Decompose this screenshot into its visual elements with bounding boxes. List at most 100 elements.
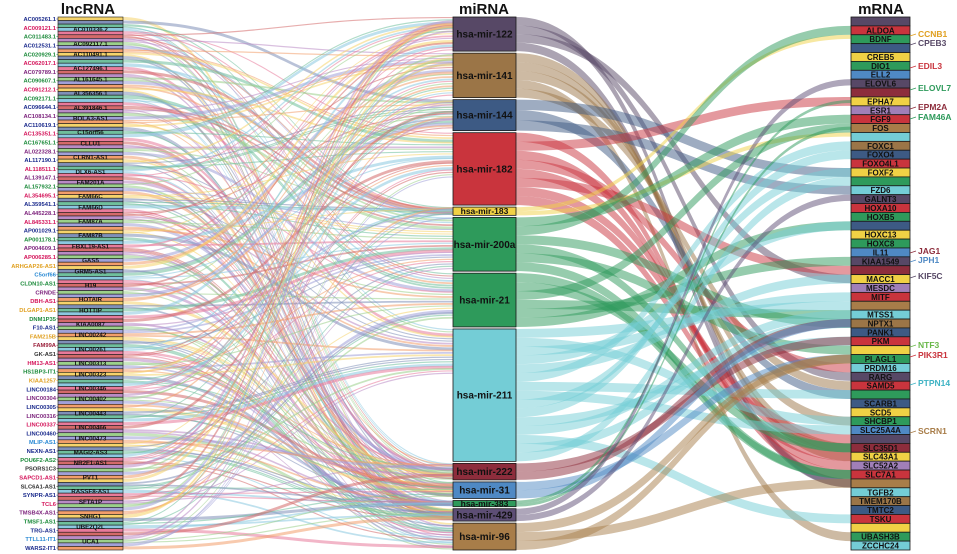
lnc-mir-link (123, 336, 453, 476)
lnc-mir-link (123, 207, 453, 513)
mir-mrna-link (516, 253, 851, 355)
lncrna-box-label: HOTTIP (79, 307, 102, 314)
lnc-mir-link (123, 151, 453, 168)
lnc-mir-link (123, 120, 453, 276)
lnc-mir-link (123, 305, 453, 366)
lncrna-node (57, 404, 124, 409)
mir-mrna-link (516, 196, 851, 462)
lncrna-side-label: HS1BP3-IT1 (23, 370, 57, 376)
lnc-mir-link (123, 372, 453, 504)
lncrna-box-label: AC092117.1 (73, 41, 108, 48)
mrna-side-tick (909, 87, 917, 91)
lncrna-side-label: KIAA1257 (29, 378, 56, 384)
lncrna-node (57, 276, 124, 281)
mrna-box-label: CREB5 (867, 53, 895, 62)
lnc-mir-link (123, 105, 453, 215)
lnc-mir-link (123, 96, 453, 289)
mrna-side-tick (909, 259, 917, 263)
lnc-mir-link (123, 303, 453, 336)
mir-mrna-link (516, 114, 851, 227)
lncrna-side-label: AL022328.1 (24, 149, 57, 155)
lnc-mir-link (123, 176, 453, 547)
lnc-mir-link (123, 42, 453, 288)
lnc-mir-link (123, 94, 453, 460)
mrna-side-label: SCRN1 (918, 426, 947, 436)
lnc-mir-link (123, 208, 453, 545)
mrna-box-label: HOXC13 (864, 231, 897, 240)
lnc-mir-link (123, 57, 453, 482)
mrna-box-label: MESDC (866, 284, 895, 293)
lnc-mir-link (123, 487, 453, 490)
mrna-box-label: FOXF2 (868, 168, 894, 177)
lnc-mir-link (123, 100, 453, 375)
mirna-label: hsa-mir-200a (454, 240, 516, 251)
lnc-mir-link (123, 98, 453, 529)
lnc-mir-link (123, 30, 453, 186)
mrna-side-label: EPM2A (918, 102, 947, 112)
lnc-mir-link (123, 390, 453, 488)
mir-mrna-link (516, 354, 851, 550)
mrna-side-label: JPH1 (918, 255, 940, 265)
lnc-mir-link (123, 174, 453, 293)
mrna-box-label: PLAGL1 (865, 355, 897, 364)
mrna-node (850, 389, 911, 400)
mrna-side-tick (909, 33, 917, 37)
lncrna-node (57, 226, 124, 231)
lncrna-side-label: SYNPR-AS1 (23, 493, 57, 499)
lncrna-box-label: LINC00323 (75, 371, 107, 378)
lnc-mir-link (123, 267, 453, 503)
lnc-mir-link (123, 91, 453, 512)
nodes (57, 16, 911, 551)
mrna-side-tick (909, 344, 917, 348)
lncrna-side-label: DNM1P35 (29, 317, 57, 323)
lncrna-node (57, 187, 124, 192)
lncrna-node (57, 482, 124, 487)
lnc-mir-link (123, 130, 453, 493)
lnc-mir-link (123, 312, 453, 485)
lnc-mir-link (123, 127, 453, 515)
lnc-mir-link (123, 512, 453, 543)
lnc-mir-link (123, 358, 453, 414)
mrna-box-label: MITF (871, 293, 890, 302)
lnc-mir-link (123, 335, 453, 352)
mrna-side-label: CPEB3 (918, 38, 947, 48)
lncrna-box-label: LINC00261 (75, 346, 107, 353)
lnc-mir-link (123, 152, 453, 293)
lnc-mir-link (123, 106, 453, 164)
lnc-mir-link (123, 26, 453, 484)
lncrna-node (57, 148, 124, 153)
lncrna-node (57, 418, 124, 423)
lnc-mir-link (123, 24, 453, 500)
mrna-side-label: KIF5C (918, 271, 943, 281)
lnc-mir-link (123, 341, 453, 527)
lnc-mir-link (123, 111, 453, 170)
lncrna-node (57, 34, 124, 39)
lnc-mir-link (123, 150, 453, 511)
lnc-mir-link (123, 106, 453, 399)
lncrna-box-label: NR2F1-AS1 (74, 460, 108, 467)
lnc-mir-link (123, 456, 453, 538)
lnc-mir-link (123, 339, 453, 487)
lnc-mir-link (123, 254, 453, 334)
lnc-mir-link (123, 343, 453, 530)
lnc-mir-link (123, 149, 453, 215)
mir-mrna-link (516, 194, 851, 522)
mrna-box-label: FOXO4 (867, 151, 895, 160)
lnc-mir-link (123, 233, 453, 351)
lnc-mir-link (123, 199, 453, 210)
lnc-mir-link (123, 113, 453, 214)
lnc-mir-link (123, 473, 453, 536)
lncrna-box-label: LINC00473 (75, 435, 107, 442)
mrna-box-label: UBASH3B (861, 533, 900, 542)
mrna-box-label: FZD6 (871, 186, 892, 195)
mir-mrna-link (516, 126, 851, 507)
lncrna-side-label: AC135351.1 (23, 132, 56, 138)
lnc-mir-link (123, 448, 453, 514)
lnc-mir-link (123, 122, 453, 298)
mrna-side-tick (909, 430, 917, 434)
lncrna-side-label: LINC00184 (26, 387, 56, 393)
lnc-mir-link (123, 37, 453, 277)
mrna-side-tick (909, 116, 917, 120)
lnc-mir-link (123, 269, 453, 541)
lnc-mir-link (123, 129, 453, 520)
